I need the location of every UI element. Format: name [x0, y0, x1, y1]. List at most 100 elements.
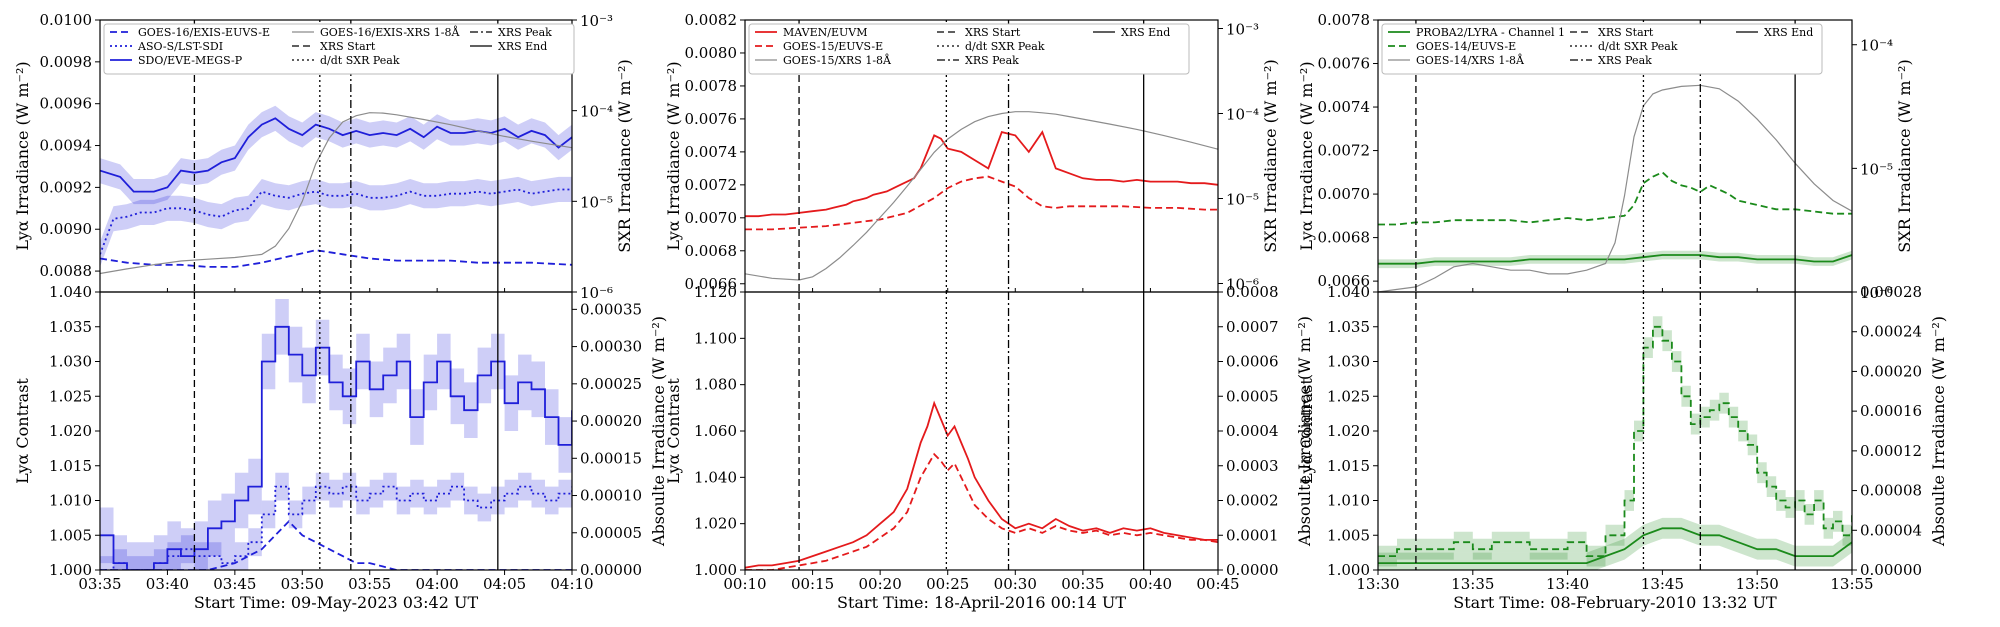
left-tick-label: 0.0092 — [40, 178, 93, 196]
left-tick-label: 1.000 — [1327, 561, 1370, 579]
plot-area — [1378, 20, 1852, 292]
right-tick-label: 0.00028 — [1860, 283, 1922, 301]
x-tick-label: 00:25 — [926, 575, 969, 593]
chart-panel-right: 0.0066 0.0068 0.0070 0.0072 0.0074 0.0076 0.00… — [1297, 11, 1948, 612]
right-tick-label: 0.0000 — [1226, 561, 1279, 579]
series-line-goes-16-exis-euvs-e — [100, 249, 572, 268]
x-tick-label: 13:55 — [1830, 575, 1873, 593]
plot-area — [1378, 292, 1852, 570]
left-tick-label: 0.0074 — [685, 143, 738, 161]
left-tick-label: 1.060 — [694, 422, 737, 440]
left-tick-label: 0.0076 — [1318, 55, 1371, 73]
x-tick-label: 00:40 — [1129, 575, 1172, 593]
right-tick-label: 0.00004 — [1860, 521, 1922, 539]
x-tick-label: 00:10 — [723, 575, 766, 593]
right-tick-label: 0.0002 — [1226, 492, 1279, 510]
left-tick-label: 1.120 — [694, 283, 737, 301]
legend-entry: XRS Start — [320, 40, 376, 53]
band-proba2-lyra-channel-1 — [1378, 517, 1852, 570]
legend-entry: d/dt SXR Peak — [965, 40, 1045, 53]
series-line-proba2-lyra-channel-1 — [1378, 254, 1852, 265]
legend-entry: GOES-14/XRS 1-8Å — [1416, 53, 1525, 67]
right-tick-label: 0.0004 — [1226, 422, 1279, 440]
left-tick-label: 1.035 — [49, 318, 92, 336]
x-tick-label: 13:35 — [1451, 575, 1494, 593]
legend-entry: XRS Start — [965, 26, 1021, 39]
right-tick-label: 0.0003 — [1226, 457, 1279, 475]
x-tick-label: 04:05 — [483, 575, 526, 593]
right-tick-label: 0.00010 — [580, 487, 642, 505]
left-tick-label: 1.010 — [49, 492, 92, 510]
left-tick-label: 1.030 — [49, 353, 92, 371]
right-tick-label: 10⁻³ — [1226, 21, 1259, 39]
right-tick-label: 10⁻⁶ — [580, 284, 613, 302]
left-tick-label: 1.080 — [694, 376, 737, 394]
x-tick-label: 03:45 — [213, 575, 256, 593]
x-tick-label: 13:40 — [1546, 575, 1589, 593]
legend-entry: XRS End — [1764, 26, 1813, 39]
legend-entry: ASO-S/LST-SDI — [137, 40, 223, 53]
left-tick-label: 0.0066 — [1318, 272, 1371, 290]
legend-entry: SDO/EVE-MEGS-P — [138, 54, 243, 67]
right-tick-label: 10⁻⁵ — [580, 193, 613, 211]
y-axis-label-right: SXR Irradiance (W m⁻²) — [1895, 59, 1914, 252]
right-tick-label: 10⁻⁵ — [1226, 191, 1259, 209]
chart-panel-middle: 0.0066 0.0068 0.0070 0.0072 0.0074 0.0076 0.00… — [664, 11, 1314, 612]
left-tick-label: 0.0072 — [685, 176, 738, 194]
right-tick-label: 0.0001 — [1226, 526, 1279, 544]
left-tick-label: 1.005 — [1327, 526, 1370, 544]
x-tick-label: 00:45 — [1196, 575, 1239, 593]
right-tick-label: 0.0007 — [1226, 318, 1279, 336]
right-tick-label: 0.00008 — [1860, 482, 1922, 500]
left-tick-label: 1.035 — [1327, 318, 1370, 336]
legend-box — [748, 23, 1190, 75]
right-tick-label: 10⁻⁴ — [1860, 37, 1893, 55]
left-tick-label: 1.020 — [1327, 422, 1370, 440]
legend-box — [1381, 23, 1823, 75]
bottom-subplot-right: 1.000 1.005 1.010 1.015 1.020 1.025 1.030 1.035… — [1297, 283, 1948, 579]
band-aso-s-lst-sdi — [100, 472, 572, 570]
x-tick-label: 13:50 — [1736, 575, 1779, 593]
right-tick-label: 0.00020 — [1860, 362, 1922, 380]
plot-area — [100, 20, 572, 292]
series-line-goes-15-xrs-1-8- — [745, 111, 1218, 281]
legend-entry: GOES-15/XRS 1-8Å — [783, 53, 892, 67]
y-axis-label-left: Lyα Irradiance (W m⁻²) — [664, 61, 683, 250]
legend-entry: GOES-14/EUVS-E — [1416, 40, 1516, 53]
y-axis-label-right: SXR Irradiance (W m⁻²) — [615, 59, 634, 252]
legend: PROBA2/LYRA - Channel 1GOES-14/EUVS-EGOE… — [1381, 23, 1823, 75]
y-axis-label-right: SXR Irradiance (W m⁻²) — [1261, 59, 1280, 252]
y-axis-label-left: Lyα Contrast — [13, 378, 32, 484]
left-tick-label: 0.0066 — [685, 275, 738, 293]
band-goes-14-euvs-e — [1378, 316, 1852, 567]
legend-entry: GOES-16/EXIS-EUVS-E — [138, 26, 270, 39]
top-subplot-middle: 0.0066 0.0068 0.0070 0.0072 0.0074 0.0076 0.00… — [664, 11, 1280, 294]
y-axis-label-right: Absoulte Irradiance (W m⁻²) — [649, 316, 668, 547]
left-tick-label: 1.010 — [1327, 492, 1370, 510]
top-subplot-right: 0.0066 0.0068 0.0070 0.0072 0.0074 0.0076 0.00… — [1297, 11, 1914, 302]
y-axis-label-left: Lyα Irradiance (W m⁻²) — [13, 61, 32, 250]
series-line-goes-14-euvs-e — [1378, 171, 1852, 226]
right-tick-label: 0.00030 — [580, 338, 642, 356]
left-tick-label: 1.025 — [49, 387, 92, 405]
left-tick-label: 1.015 — [49, 457, 92, 475]
x-axis-label: Start Time: 18-April-2016 00:14 UT — [837, 593, 1126, 612]
left-tick-label: 0.0076 — [685, 110, 738, 128]
left-tick-label: 0.0068 — [685, 242, 738, 260]
left-tick-label: 1.030 — [1327, 353, 1370, 371]
left-tick-label: 0.0068 — [1318, 229, 1371, 247]
legend-entry: d/dt SXR Peak — [1598, 40, 1678, 53]
left-tick-label: 0.0074 — [1318, 98, 1371, 116]
left-tick-label: 1.020 — [49, 422, 92, 440]
right-tick-label: 0.00015 — [580, 449, 642, 467]
chart-panel-left: 0.0088 0.0090 0.0092 0.0094 0.0096 0.0098 0.01… — [13, 11, 668, 612]
y-axis-label-right: Absoulte Irradiance (W m⁻²) — [1295, 316, 1314, 547]
band-sdo-eve-megs-p — [100, 105, 572, 205]
left-tick-label: 0.0070 — [1318, 185, 1371, 203]
plot-area — [100, 292, 572, 570]
left-tick-label: 0.0070 — [685, 209, 738, 227]
legend-entry: XRS Peak — [1598, 54, 1652, 67]
right-tick-label: 0.00025 — [580, 375, 642, 393]
y-axis-label-left: Lyα Irradiance (W m⁻²) — [1297, 61, 1316, 250]
left-tick-label: 0.0100 — [40, 11, 93, 29]
